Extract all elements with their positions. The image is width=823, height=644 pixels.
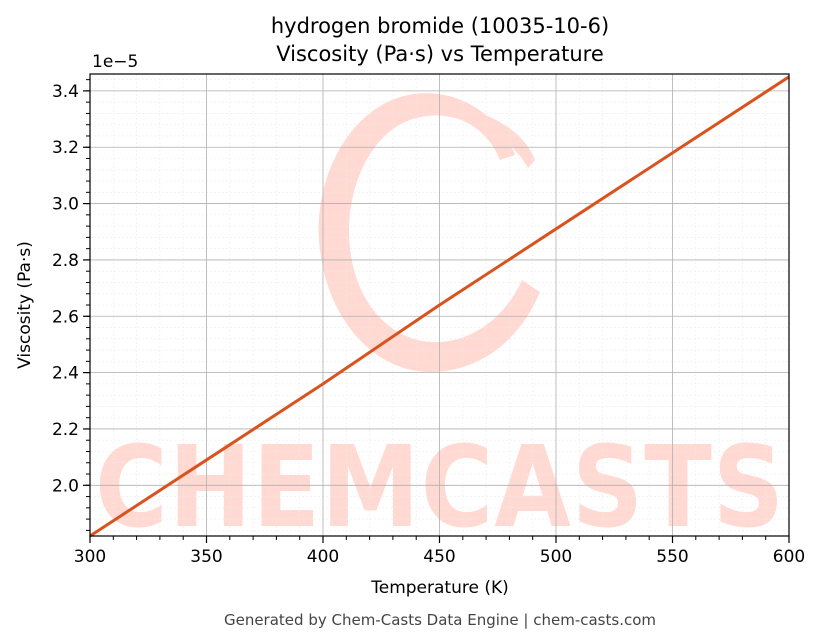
x-tick-label: 350 <box>190 547 222 567</box>
x-tick-label: 300 <box>74 547 106 567</box>
chart-subtitle: Viscosity (Pa·s) vs Temperature <box>276 42 604 66</box>
x-tick-label: 600 <box>773 547 805 567</box>
series-line <box>89 75 790 538</box>
y-tick-label: 2.0 <box>52 476 79 496</box>
y-offset-label: 1e−5 <box>92 52 138 72</box>
major-grid <box>89 74 790 536</box>
y-tick-label: 3.2 <box>52 138 79 158</box>
y-axis: 2.0 2.2 2.4 2.6 2.8 3.0 3.2 3.4 <box>52 79 90 531</box>
watermark: CHEMCASTS <box>95 93 785 553</box>
y-axis-label: Viscosity (Pa·s) <box>15 241 35 369</box>
y-tick-label: 3.0 <box>52 195 79 215</box>
y-tick-label: 2.4 <box>52 364 79 384</box>
x-tick-label: 450 <box>423 547 455 567</box>
y-tick-label: 2.8 <box>52 251 79 271</box>
x-axis-label: Temperature (K) <box>370 578 509 598</box>
y-tick-label: 2.6 <box>52 307 79 327</box>
watermark-text: CHEMCASTS <box>95 423 785 553</box>
x-tick-label: 550 <box>656 547 688 567</box>
chart-title: hydrogen bromide (10035-10-6) <box>271 14 609 38</box>
y-tick-label: 2.2 <box>52 420 79 440</box>
footer-credit: Generated by Chem-Casts Data Engine | ch… <box>224 611 656 629</box>
x-tick-label: 500 <box>540 547 572 567</box>
x-tick-label: 400 <box>307 547 339 567</box>
watermark-logo-icon <box>318 93 540 373</box>
x-axis: 300 350 400 450 500 550 600 <box>74 536 805 567</box>
y-tick-label: 3.4 <box>52 82 79 102</box>
